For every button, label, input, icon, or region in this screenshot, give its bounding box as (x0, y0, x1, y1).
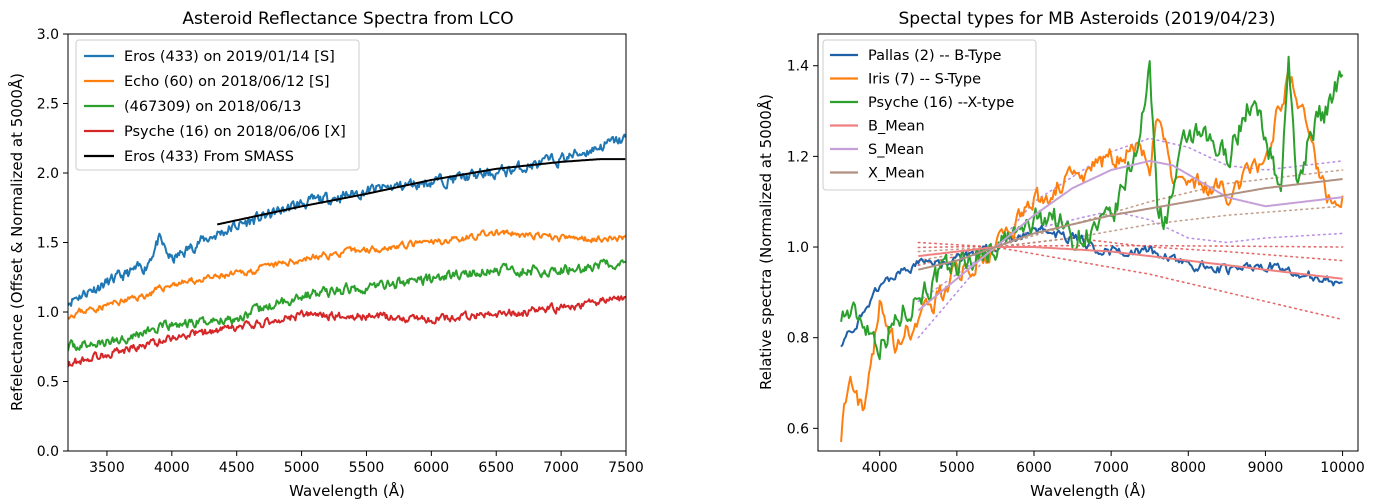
chart-left-y-tick-label: 2.5 (37, 97, 59, 113)
chart-right-series-line-1 (840, 67, 1344, 442)
chart-left-x-tick-label: 4500 (219, 460, 255, 476)
chart-left-y-tick-label: 3.0 (37, 27, 59, 43)
chart-right-x-label: Wavelength (Å) (1030, 481, 1146, 500)
chart-right-y-tick-label: 1.2 (787, 149, 809, 165)
chart-right-series-layer (840, 55, 1344, 442)
chart-right-legend-label: X_Mean (868, 166, 925, 182)
chart-left-legend-label: Eros (433) From SMASS (124, 149, 294, 165)
chart-right-legend-label: Iris (7) -- S-Type (868, 72, 981, 88)
chart-right-x-tick-label: 10000 (1320, 460, 1365, 476)
chart-right-x-tick-label: 8000 (1170, 460, 1206, 476)
chart-left-x-tick-label: 5500 (349, 460, 385, 476)
chart-left-series-line-4 (217, 158, 626, 226)
chart-left-series-layer (68, 133, 626, 368)
chart-right-frame (817, 33, 1359, 452)
chart-left-x-tick-label: 4000 (154, 460, 190, 476)
chart-left: Asteroid Reflectance Spectra from LCO 35… (7, 9, 644, 500)
chart-left-y-tick-label: 2.0 (37, 166, 59, 182)
chart-right-y-tick-label: 0.6 (787, 421, 809, 437)
chart-left-x-tick-label: 5000 (284, 460, 320, 476)
chart-left-title: Asteroid Reflectance Spectra from LCO (182, 9, 513, 29)
chart-right-y-tick-label: 0.8 (787, 331, 809, 347)
chart-left-series-line-2 (68, 258, 626, 352)
chart-left-y-ticks: 0.0 0.5 1.0 1.5 2.0 2.5 3.0 (37, 27, 68, 460)
chart-left-legend-label: (467309) on 2018/06/13 (124, 99, 302, 115)
chart-left-x-label: Wavelength (Å) (289, 481, 405, 500)
chart-left-y-tick-label: 1.0 (37, 305, 59, 321)
chart-right-series-line-0 (840, 224, 1343, 348)
chart-left-y-tick-label: 0.0 (37, 444, 59, 460)
chart-right-y-label: Relative spectra (Normalized at 5000Å) (756, 94, 775, 390)
chart-right-legend-label: Psyche (16) --X-type (868, 95, 1014, 111)
chart-right-legend-label: S_Mean (868, 142, 924, 158)
chart-right-spread-band-6 (917, 205, 1344, 253)
chart-left-legend-box (75, 39, 360, 171)
chart-right-y-tick-label: 1.4 (787, 59, 809, 75)
chart-left-y-label: Refelectance (Offset & Normalized at 500… (7, 73, 26, 411)
chart-left-series-line-3 (68, 295, 626, 368)
chart-right-x-ticks: 4000 5000 6000 7000 8000 9000 10000 (862, 451, 1365, 476)
chart-right-legend-label: Pallas (2) -- B-Type (868, 48, 1002, 64)
chart-left-y-tick-label: 0.5 (37, 375, 59, 391)
chart-left-legend-label: Eros (433) on 2019/01/14 [S] (124, 49, 335, 65)
chart-right: Spectal types for MB Asteroids (2019/04/… (756, 9, 1365, 500)
chart-right-y-ticks: 0.6 0.8 1.0 1.2 1.4 (787, 59, 818, 437)
chart-left-y-tick-label: 1.5 (37, 236, 59, 252)
chart-left-series-line-0 (68, 133, 626, 307)
chart-left-series-line-1 (68, 229, 626, 320)
chart-right-legend: Pallas (2) -- B-Type Iris (7) -- S-Type Ps… (822, 39, 1037, 191)
chart-right-title: Spectal types for MB Asteroids (2019/04/… (899, 9, 1276, 29)
chart-left-x-tick-label: 7500 (608, 460, 644, 476)
chart-right-x-tick-label: 9000 (1248, 460, 1284, 476)
chart-right-x-tick-label: 7000 (1093, 460, 1129, 476)
chart-right-x-tick-label: 5000 (939, 460, 975, 476)
chart-right-y-tick-label: 1.0 (787, 240, 809, 256)
chart-left-legend: Eros (433) on 2019/01/14 [S] Echo (60) on… (75, 39, 360, 171)
chart-right-legend-box (822, 39, 1037, 191)
chart-right-legend-label: B_Mean (868, 119, 925, 135)
chart-left-x-tick-label: 6500 (478, 460, 514, 476)
chart-left-x-tick-label: 3500 (89, 460, 125, 476)
chart-right-x-tick-label: 4000 (862, 460, 898, 476)
chart-right-series-line-3 (918, 246, 1343, 280)
chart-left-x-ticks: 3500 4000 4500 5000 5500 6000 6500 7000 7500 (89, 451, 644, 476)
chart-right-spread-band-4 (917, 209, 1344, 303)
chart-left-x-tick-label: 7000 (543, 460, 579, 476)
chart-right-series-line-5 (918, 178, 1343, 271)
chart-right-series-line-4 (917, 159, 1343, 312)
chart-left-legend-label: Psyche (16) on 2018/06/06 [X] (124, 124, 346, 140)
chart-left-legend-label: Echo (60) on 2018/06/12 [S] (124, 74, 330, 90)
chart-left-x-tick-label: 6000 (414, 460, 450, 476)
chart-right-series-line-2 (840, 55, 1344, 361)
chart-right-x-tick-label: 6000 (1016, 460, 1052, 476)
